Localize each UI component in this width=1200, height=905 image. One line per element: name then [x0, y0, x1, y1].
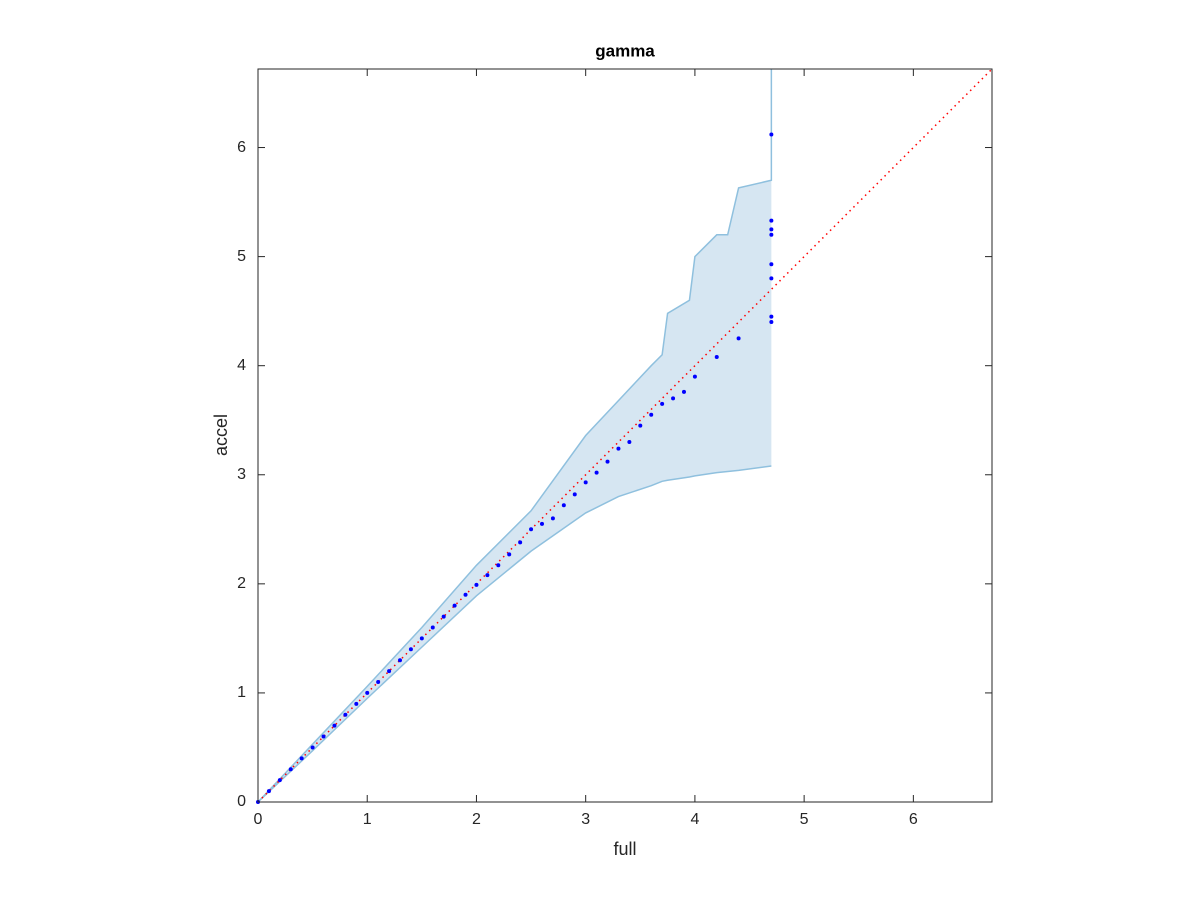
data-point	[714, 354, 719, 359]
data-point	[474, 582, 479, 587]
data-point	[485, 573, 490, 578]
data-point	[681, 389, 686, 394]
data-point	[649, 412, 654, 417]
data-point	[594, 470, 599, 475]
data-point	[769, 262, 774, 267]
data-point	[539, 521, 544, 526]
x-axis-label: full	[613, 839, 636, 859]
y-tick-label: 3	[237, 466, 246, 483]
data-point	[583, 480, 588, 485]
data-point	[430, 625, 435, 630]
data-point	[550, 516, 555, 521]
band-lower	[257, 465, 772, 803]
data-point	[452, 603, 457, 608]
confidence-band	[258, 69, 772, 802]
data-point	[736, 336, 741, 341]
data-point	[769, 276, 774, 281]
data-point	[332, 723, 337, 728]
chart-title: gamma	[595, 41, 655, 60]
y-tick-label: 4	[237, 357, 246, 374]
data-point	[419, 636, 424, 641]
data-point	[692, 374, 697, 379]
data-point	[310, 745, 315, 750]
data-point	[769, 232, 774, 237]
data-point	[605, 459, 610, 464]
x-tick-label: 3	[581, 811, 590, 828]
data-point	[354, 701, 359, 706]
y-tick-label: 6	[237, 139, 246, 156]
x-tick-label: 6	[909, 811, 918, 828]
y-tick-label: 2	[237, 575, 246, 592]
data-point	[321, 734, 326, 739]
data-point	[769, 132, 774, 137]
axes-box	[257, 68, 993, 803]
data-point	[769, 320, 774, 325]
data-point	[387, 669, 392, 674]
reference-line	[257, 68, 993, 803]
data-point	[616, 446, 621, 451]
data-point	[572, 492, 577, 497]
y-tick-label: 0	[237, 793, 246, 810]
data-point	[561, 503, 566, 508]
data-point	[769, 218, 774, 223]
y-axis-label: accel	[211, 414, 231, 456]
data-point	[277, 778, 282, 783]
data-point	[376, 680, 381, 685]
data-point	[769, 227, 774, 232]
x-tick-label: 5	[800, 811, 809, 828]
data-point	[266, 789, 271, 794]
data-point	[463, 592, 468, 597]
data-point	[365, 690, 370, 695]
data-point	[518, 540, 523, 545]
x-tick-label: 0	[254, 811, 263, 828]
data-point	[288, 767, 293, 772]
data-point	[343, 712, 348, 717]
data-point	[638, 423, 643, 428]
band-upper	[257, 69, 773, 803]
data-point	[627, 440, 632, 445]
data-point	[529, 527, 534, 532]
data-point	[397, 658, 402, 663]
x-tick-label: 2	[472, 811, 481, 828]
data-point	[496, 563, 501, 568]
x-tick-label: 1	[363, 811, 372, 828]
data-point	[671, 396, 676, 401]
data-point	[299, 756, 304, 761]
data-point	[660, 401, 665, 406]
data-point	[507, 552, 512, 557]
x-tick-label: 4	[690, 811, 699, 828]
y-tick-label: 5	[237, 248, 246, 265]
data-point	[441, 614, 446, 619]
y-tick-label: 1	[237, 684, 246, 701]
data-point	[408, 647, 413, 652]
data-point	[769, 314, 774, 319]
